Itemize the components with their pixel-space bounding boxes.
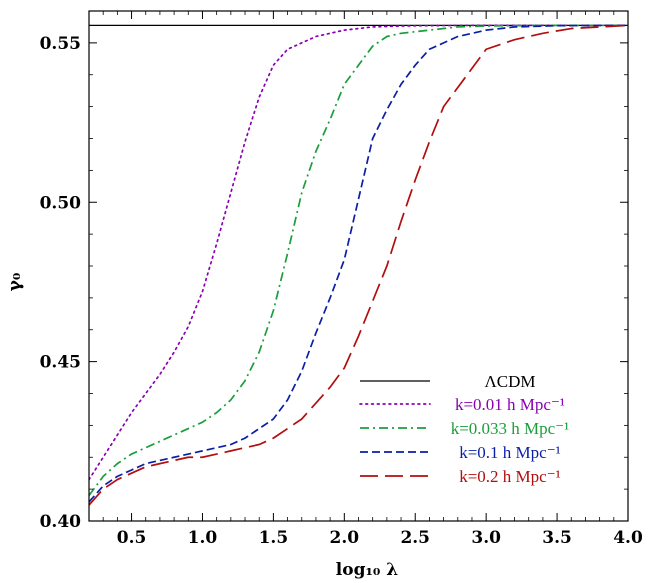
x-tick-label: 3.0: [471, 528, 501, 548]
series-line-2: [89, 24, 628, 497]
legend: ΛCDM k=0.01 h Mpc⁻¹ k=0.033 h Mpc⁻¹ k=0.1 h…: [359, 372, 570, 486]
y-tick-label: 0.40: [40, 512, 82, 532]
series-line-1: [89, 24, 628, 481]
x-tick-label: 4.0: [613, 528, 643, 548]
x-axis-label: log₁₀ λ: [336, 560, 398, 580]
x-tick-label: 0.5: [117, 528, 147, 548]
x-tick-label: 3.5: [542, 528, 572, 548]
y-tick-label: 0.55: [40, 34, 81, 54]
y-axis-label: γ₀: [5, 273, 25, 292]
x-tick-label: 1.0: [188, 528, 218, 548]
x-tick-label: 2.0: [330, 528, 360, 548]
legend-label: k=0.1 h Mpc⁻¹: [459, 443, 561, 462]
legend-label: k=0.01 h Mpc⁻¹: [455, 395, 565, 414]
x-tick-label: 2.5: [400, 528, 430, 548]
series-layer: [89, 24, 628, 506]
series-line-3: [89, 24, 628, 503]
y-tick-label: 0.45: [40, 353, 81, 373]
legend-label: k=0.033 h Mpc⁻¹: [451, 419, 570, 438]
axes-layer: 0.5 1.0 1.5 2.0 2.5 3.0 3.5 4.0 0.40 0.45 0.50 0.55: [40, 10, 643, 548]
x-tick-label: 1.5: [259, 528, 289, 548]
series-line-4: [89, 24, 628, 506]
y-tick-label: 0.50: [40, 193, 82, 213]
legend-label: ΛCDM: [484, 372, 535, 391]
legend-label: k=0.2 h Mpc⁻¹: [459, 467, 561, 486]
